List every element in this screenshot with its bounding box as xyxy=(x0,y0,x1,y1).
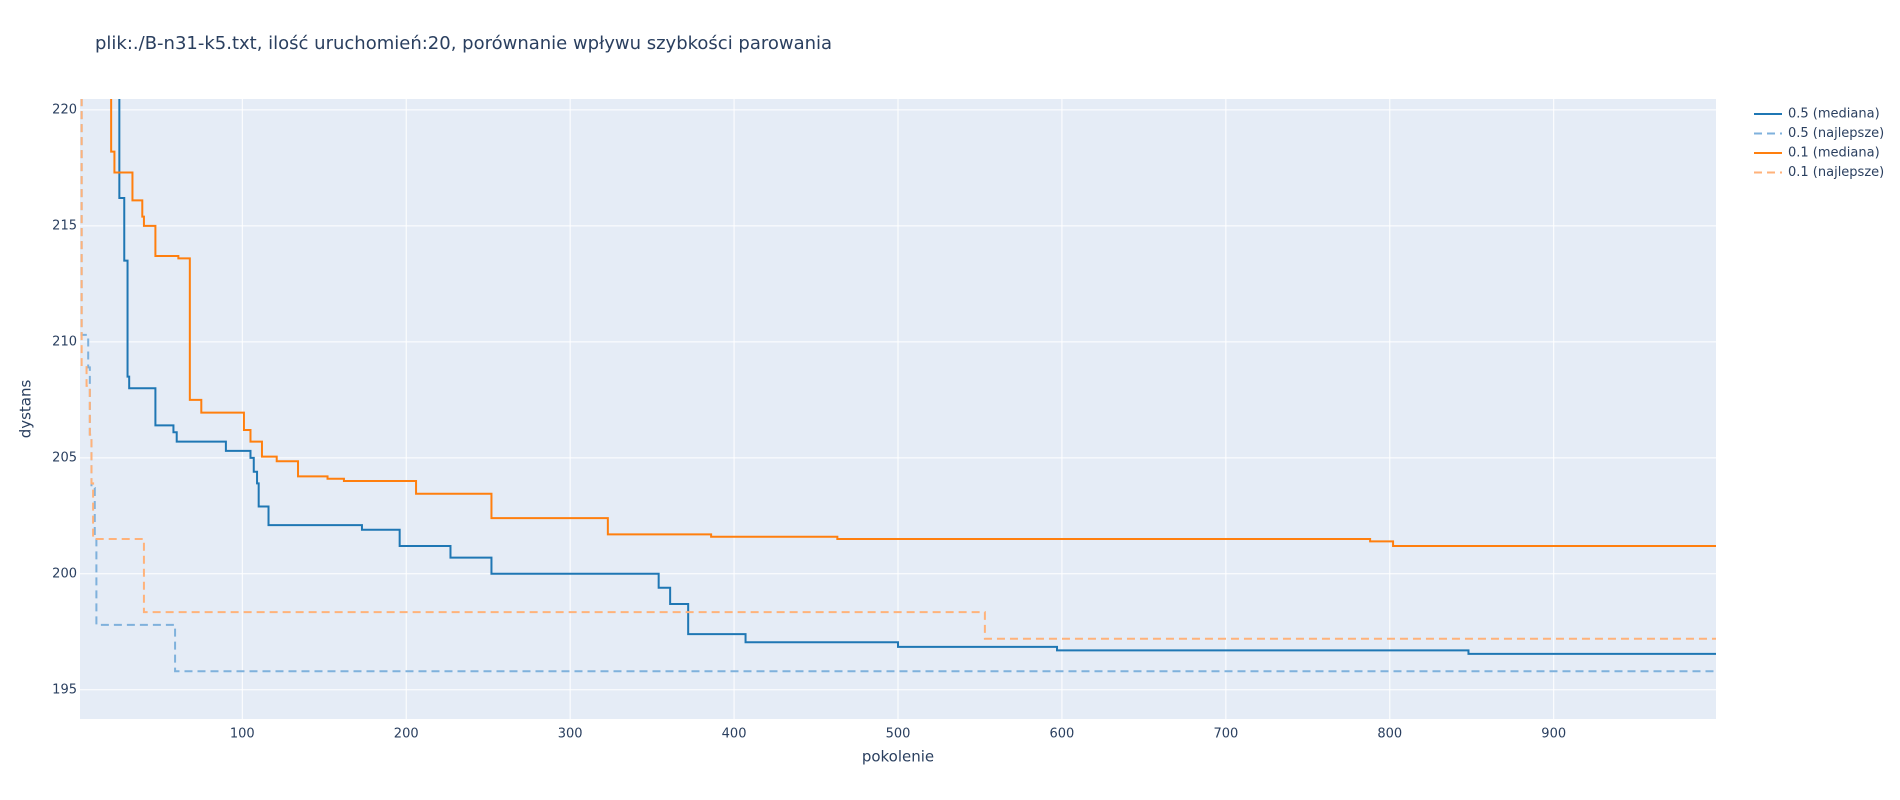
x-tick-label: 700 xyxy=(1213,727,1238,742)
legend-label: 0.1 (najlepsze) xyxy=(1788,165,1884,180)
legend-label: 0.1 (mediana) xyxy=(1788,146,1880,161)
x-tick-label: 200 xyxy=(394,727,419,742)
y-tick-label: 205 xyxy=(52,450,77,465)
x-tick-label: 800 xyxy=(1377,727,1402,742)
legend-label: 0.5 (najlepsze) xyxy=(1788,126,1884,141)
series-line xyxy=(80,99,1716,640)
series-line xyxy=(118,99,1716,655)
series-line xyxy=(110,99,1716,547)
chart-title: plik:./B-n31-k5.txt, ilość uruchomień:20… xyxy=(95,33,832,54)
x-axis-label: pokolenie xyxy=(862,748,934,766)
y-tick-label: 200 xyxy=(52,566,77,581)
series-line xyxy=(80,99,1716,673)
x-tick-label: 400 xyxy=(722,727,747,742)
x-tick-label: 300 xyxy=(558,727,583,742)
x-tick-label: 600 xyxy=(1050,727,1075,742)
legend-label: 0.5 (mediana) xyxy=(1788,107,1880,122)
y-axis-label: dystans xyxy=(17,380,35,439)
x-tick-label: 100 xyxy=(230,727,255,742)
x-tick-label: 900 xyxy=(1541,727,1566,742)
y-tick-label: 215 xyxy=(52,218,77,233)
x-tick-label: 500 xyxy=(886,727,911,742)
y-tick-label: 210 xyxy=(52,334,77,349)
y-tick-label: 195 xyxy=(52,682,77,697)
y-tick-label: 220 xyxy=(52,102,77,117)
